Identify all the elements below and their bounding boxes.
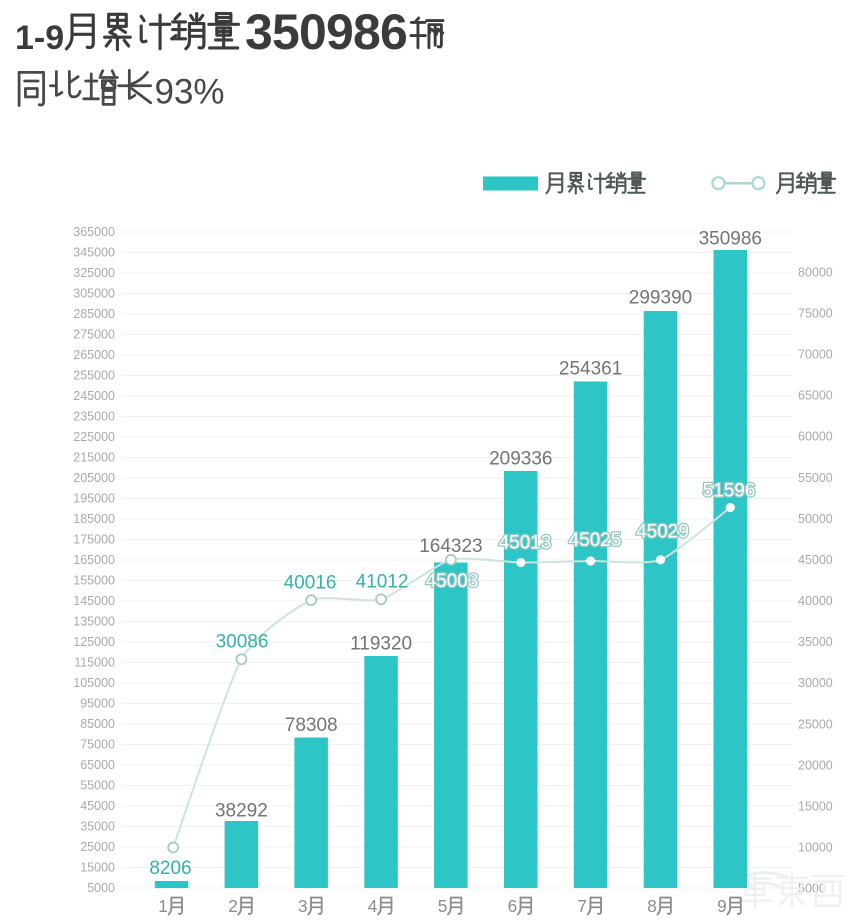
svg-text:45013: 45013 [499,533,552,554]
svg-text:15000: 15000 [80,861,115,875]
svg-text:38292: 38292 [215,801,268,822]
svg-text:55000: 55000 [80,779,115,793]
svg-text:70000: 70000 [798,348,833,362]
svg-text:235000: 235000 [73,410,115,424]
svg-text:2: 2 [228,896,238,916]
svg-text:145000: 145000 [73,594,115,608]
svg-text:78308: 78308 [285,715,338,736]
svg-text:7: 7 [577,896,587,916]
svg-text:4: 4 [368,896,378,916]
svg-text:164323: 164323 [419,536,482,557]
svg-text:10000: 10000 [798,841,833,855]
svg-text:55000: 55000 [798,471,833,485]
svg-text:51596: 51596 [703,481,756,502]
svg-text:41012: 41012 [356,572,409,593]
svg-text:215000: 215000 [73,451,115,465]
svg-text:6: 6 [508,896,518,916]
svg-text:25000: 25000 [798,717,833,731]
svg-text:1: 1 [158,896,168,916]
svg-text:65000: 65000 [80,758,115,772]
svg-text:40000: 40000 [798,594,833,608]
svg-text:95000: 95000 [80,697,115,711]
svg-text:125000: 125000 [73,635,115,649]
svg-text:85000: 85000 [80,717,115,731]
svg-text:65000: 65000 [798,389,833,403]
svg-text:195000: 195000 [73,492,115,506]
svg-text:305000: 305000 [73,287,115,301]
svg-text:30000: 30000 [798,676,833,690]
svg-text:45000: 45000 [80,799,115,813]
svg-text:155000: 155000 [73,574,115,588]
svg-text:350986: 350986 [245,4,407,60]
svg-text:275000: 275000 [73,328,115,342]
svg-text:75000: 75000 [798,307,833,321]
svg-text:75000: 75000 [80,738,115,752]
svg-text:225000: 225000 [73,430,115,444]
svg-text:105000: 105000 [73,676,115,690]
svg-text:325000: 325000 [73,266,115,280]
svg-text:45003: 45003 [426,571,479,592]
svg-text:255000: 255000 [73,369,115,383]
svg-text:15000: 15000 [798,799,833,813]
svg-text:345000: 345000 [73,246,115,260]
svg-text:35000: 35000 [798,635,833,649]
svg-text:285000: 285000 [73,307,115,321]
svg-text:115000: 115000 [74,656,115,670]
svg-text:1-9: 1-9 [15,19,64,57]
svg-text:20000: 20000 [798,758,833,772]
svg-text:265000: 265000 [73,348,115,362]
svg-text:245000: 245000 [73,389,115,403]
svg-text:45000: 45000 [798,553,833,567]
svg-text:299390: 299390 [629,288,692,309]
svg-text:30086: 30086 [216,632,269,653]
svg-text:5000: 5000 [87,881,115,895]
svg-text:35000: 35000 [80,820,115,834]
svg-text:5: 5 [438,896,448,916]
svg-text:5000: 5000 [798,882,826,896]
svg-text:60000: 60000 [798,430,833,444]
svg-text:350986: 350986 [699,229,762,250]
svg-text:80000: 80000 [798,265,833,279]
svg-text:365000: 365000 [73,225,115,239]
svg-text:185000: 185000 [73,512,115,526]
svg-text:254361: 254361 [559,359,622,380]
svg-text:40016: 40016 [284,573,337,594]
svg-text:205000: 205000 [73,471,115,485]
svg-text:25000: 25000 [80,840,115,854]
svg-text:50000: 50000 [798,512,833,526]
svg-text:45029: 45029 [636,522,689,543]
svg-text:8206: 8206 [149,858,191,879]
svg-text:3: 3 [298,896,308,916]
svg-text:119320: 119320 [350,634,412,655]
svg-text:209336: 209336 [489,449,552,470]
svg-text:175000: 175000 [73,533,115,547]
svg-text:8: 8 [647,896,657,916]
svg-text:45025: 45025 [569,530,622,551]
svg-text:9: 9 [717,896,727,916]
svg-text:165000: 165000 [73,553,115,567]
svg-text:93%: 93% [155,73,225,112]
svg-text:135000: 135000 [73,615,115,629]
